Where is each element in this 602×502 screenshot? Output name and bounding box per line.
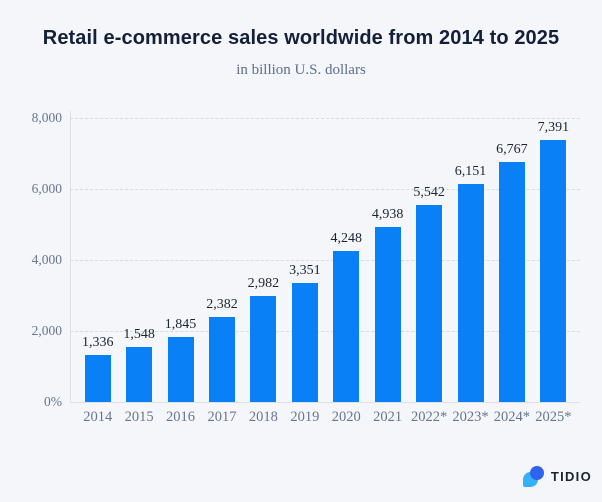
tidio-logo-icon	[522, 465, 544, 487]
plot-area	[70, 118, 580, 403]
bar-value-label: 1,336	[81, 335, 114, 350]
bar-band: 5,542	[408, 118, 449, 402]
bar-band: 3,351	[284, 118, 325, 402]
x-axis-label: 2022*	[410, 409, 448, 425]
x-axis-baseline	[70, 402, 580, 403]
x-axis-label: 2015	[124, 409, 154, 425]
y-axis-line	[70, 111, 71, 403]
logo-circle-shape	[529, 465, 544, 480]
tidio-logo-text: TIDIO	[550, 468, 592, 484]
bar-band: 6,151	[450, 118, 491, 402]
gridline	[70, 331, 580, 332]
bar-value-label: 2,982	[247, 276, 280, 291]
bar-band: 4,938	[367, 118, 408, 402]
chart-subtitle: in billion U.S. dollars	[236, 62, 366, 78]
bar	[333, 251, 360, 402]
bar-value-label: 6,151	[454, 164, 487, 179]
bar	[84, 355, 111, 402]
bar	[250, 296, 277, 402]
bar-band: 4,248	[326, 118, 367, 402]
bar-value-label: 1,845	[164, 317, 197, 332]
bar-value-label: 7,391	[537, 120, 570, 135]
y-axis-tick-label: 6,000	[31, 181, 62, 196]
bar	[291, 283, 318, 402]
x-axis-label: 2023*	[452, 409, 489, 425]
bar	[374, 227, 401, 402]
bar-band: 1,845	[160, 118, 201, 402]
x-axis-label: 2014	[83, 409, 113, 425]
bar-value-label: 6,767	[496, 142, 528, 157]
bar-value-label: 5,542	[413, 185, 445, 200]
bar	[540, 140, 567, 402]
bar	[126, 347, 153, 402]
x-axis-labels: 2014 2015 2016 2017 2018 2019 2020 2021 2022* 202…	[77, 409, 574, 426]
gridline	[70, 260, 580, 261]
gridline	[70, 189, 580, 190]
bar-value-label: 1,548	[123, 327, 155, 342]
bar-value-label: 4,938	[371, 207, 404, 222]
y-axis-tick-label: 0%	[44, 394, 62, 409]
bar	[167, 337, 194, 402]
x-axis-label: 2020	[331, 409, 361, 425]
bar-band: 1,548	[118, 118, 159, 402]
x-axis-label: 2019	[290, 409, 320, 425]
bar	[498, 162, 525, 402]
y-axis-labels: 8,000 6,000 4,000 2,000 0%	[0, 110, 62, 409]
y-axis-tick-label: 2,000	[31, 323, 62, 338]
x-axis-label: 2021	[373, 409, 403, 425]
bar	[416, 205, 443, 402]
bars-row: 1,336 1,548 1,845 2,382 2,982 3,351 4,248 4,938…	[77, 118, 574, 402]
tidio-logo: TIDIO	[522, 464, 592, 488]
bar-band: 2,382	[201, 118, 242, 402]
y-axis-tick-label: 4,000	[31, 252, 62, 267]
bar-value-label: 4,248	[330, 231, 362, 246]
x-axis-label: 2024*	[493, 409, 531, 425]
bar-band: 6,767	[491, 118, 532, 402]
gridline	[70, 118, 580, 119]
bar-band: 1,336	[77, 118, 118, 402]
y-axis-tick-label: 8,000	[31, 110, 62, 125]
x-axis-label: 2025*	[535, 409, 572, 425]
bar-value-label: 2,382	[206, 297, 238, 312]
chart-title: Retail e-commerce sales worldwide from 2…	[42, 27, 560, 49]
bar-band: 2,982	[243, 118, 284, 402]
x-axis-label: 2016	[166, 409, 196, 425]
bar	[208, 317, 235, 402]
bar-band: 7,391	[533, 118, 574, 402]
x-axis-label: 2017	[207, 409, 237, 425]
x-axis-label: 2018	[248, 409, 278, 425]
bar-value-label: 3,351	[289, 263, 321, 278]
bar	[457, 184, 484, 402]
